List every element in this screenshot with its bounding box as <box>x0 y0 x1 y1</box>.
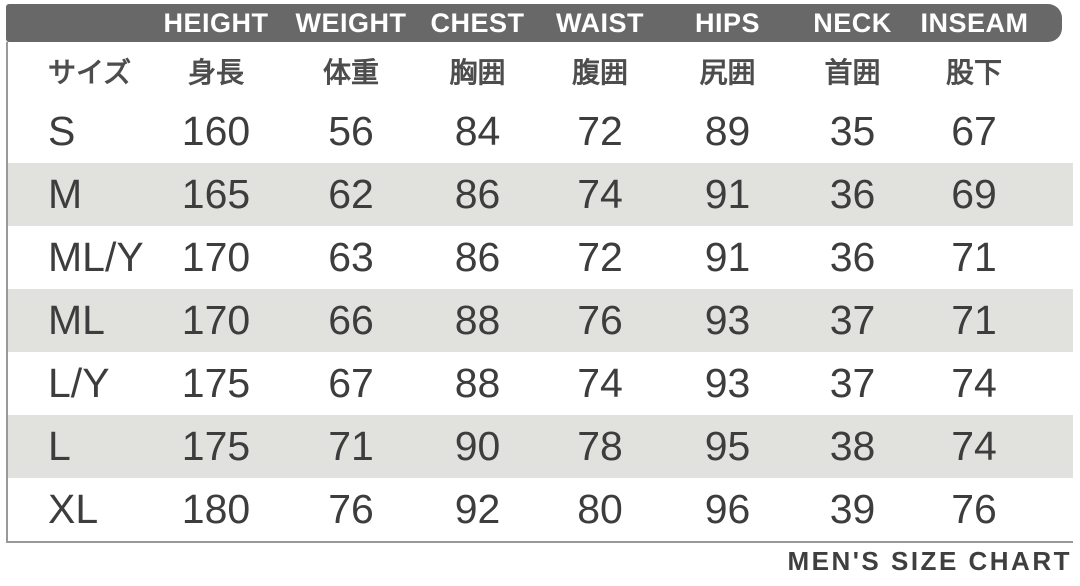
column-header-neck: NECK <box>813 7 892 38</box>
size-label-size: L/Y <box>48 360 110 406</box>
size-label-size: XL <box>48 486 99 532</box>
column-label-waist: 腹囲 <box>571 57 628 88</box>
cell-height: 165 <box>181 171 251 217</box>
cell-waist: 80 <box>577 486 623 532</box>
cell-height: 180 <box>181 486 251 532</box>
column-label-inseam: 股下 <box>945 57 1002 88</box>
size-table: サイズ 身長 体重 胸囲 腹囲 尻囲 首囲 股下 S 160 56 84 72 89 35 67 M 165 62… <box>6 42 1073 543</box>
table-header-row: HEIGHT WEIGHT CHEST WAIST HIPS NECK INSEAM <box>6 4 1062 42</box>
cell-waist: 72 <box>577 108 623 154</box>
cell-inseam: 74 <box>951 360 997 406</box>
cell-chest: 88 <box>454 360 501 406</box>
cell-neck: 35 <box>829 108 876 154</box>
cell-hips: 89 <box>704 108 751 154</box>
cell-weight: 66 <box>328 297 374 343</box>
column-header-chest: CHEST <box>430 7 525 38</box>
cell-hips: 91 <box>704 171 751 217</box>
cell-weight: 63 <box>328 234 374 280</box>
column-header-waist: WAIST <box>556 7 644 38</box>
size-label-size: ML/Y <box>48 234 144 280</box>
cell-inseam: 71 <box>951 234 997 280</box>
table-row-S: S 160 56 84 72 89 35 67 <box>8 100 1073 163</box>
cell-waist: 78 <box>577 423 623 469</box>
table-row-L: L 175 71 90 78 95 38 74 <box>8 415 1073 478</box>
column-label-size: サイズ <box>48 57 132 88</box>
cell-weight: 56 <box>328 108 374 154</box>
size-label-size: L <box>48 423 71 469</box>
cell-inseam: 69 <box>951 171 997 217</box>
column-header-weight: WEIGHT <box>295 7 407 38</box>
cell-weight: 71 <box>328 423 374 469</box>
column-label-height: 身長 <box>187 57 244 88</box>
cell-height: 175 <box>181 423 251 469</box>
cell-chest: 86 <box>454 171 501 217</box>
table-row-XL: XL 180 76 92 80 96 39 76 <box>8 478 1073 541</box>
cell-inseam: 76 <box>951 486 997 532</box>
column-label-neck: 首囲 <box>824 57 881 88</box>
cell-neck: 36 <box>829 234 876 280</box>
cell-waist: 76 <box>577 297 623 343</box>
column-label-weight: 体重 <box>322 57 379 88</box>
cell-waist: 74 <box>577 360 623 406</box>
chart-caption: MEN'S SIZE CHART <box>787 546 1072 576</box>
cell-inseam: 71 <box>951 297 997 343</box>
column-label-hips: 尻囲 <box>699 57 756 88</box>
cell-waist: 74 <box>577 171 623 217</box>
table-subheader-row: サイズ 身長 体重 胸囲 腹囲 尻囲 首囲 股下 <box>8 42 1073 100</box>
size-table-body: S 160 56 84 72 89 35 67 M 165 62 86 74 91 36 69 ML/Y 170 6… <box>8 100 1073 541</box>
column-header-hips: HIPS <box>694 7 761 38</box>
cell-neck: 39 <box>829 486 876 532</box>
cell-hips: 93 <box>704 360 751 406</box>
cell-neck: 36 <box>829 171 876 217</box>
column-header-size <box>6 4 150 42</box>
cell-weight: 62 <box>328 171 374 217</box>
cell-waist: 72 <box>577 234 623 280</box>
size-label-size: M <box>48 171 83 217</box>
cell-height: 170 <box>181 297 251 343</box>
cell-weight: 67 <box>328 360 374 406</box>
cell-height: 160 <box>181 108 251 154</box>
column-header-inseam: INSEAM <box>920 7 1029 38</box>
cell-weight: 76 <box>328 486 374 532</box>
cell-chest: 88 <box>454 297 501 343</box>
cell-chest: 86 <box>454 234 501 280</box>
size-label-size: ML <box>48 297 105 343</box>
cell-hips: 96 <box>704 486 751 532</box>
cell-inseam: 74 <box>951 423 997 469</box>
cell-height: 175 <box>181 360 251 406</box>
cell-hips: 91 <box>704 234 751 280</box>
column-header-height: HEIGHT <box>163 7 269 38</box>
cell-neck: 37 <box>829 297 876 343</box>
cell-chest: 90 <box>454 423 501 469</box>
cell-hips: 95 <box>704 423 751 469</box>
column-label-chest: 胸囲 <box>449 57 506 88</box>
cell-height: 170 <box>181 234 251 280</box>
table-row-ML: ML 170 66 88 76 93 37 71 <box>8 289 1073 352</box>
cell-neck: 38 <box>829 423 876 469</box>
cell-hips: 93 <box>704 297 751 343</box>
table-row-M: M 165 62 86 74 91 36 69 <box>8 163 1073 226</box>
cell-inseam: 67 <box>951 108 997 154</box>
table-row-L/Y: L/Y 175 67 88 74 93 37 74 <box>8 352 1073 415</box>
table-row-ML/Y: ML/Y 170 63 86 72 91 36 71 <box>8 226 1073 289</box>
cell-chest: 92 <box>454 486 501 532</box>
cell-chest: 84 <box>454 108 501 154</box>
cell-neck: 37 <box>829 360 876 406</box>
size-label-size: S <box>48 108 76 154</box>
